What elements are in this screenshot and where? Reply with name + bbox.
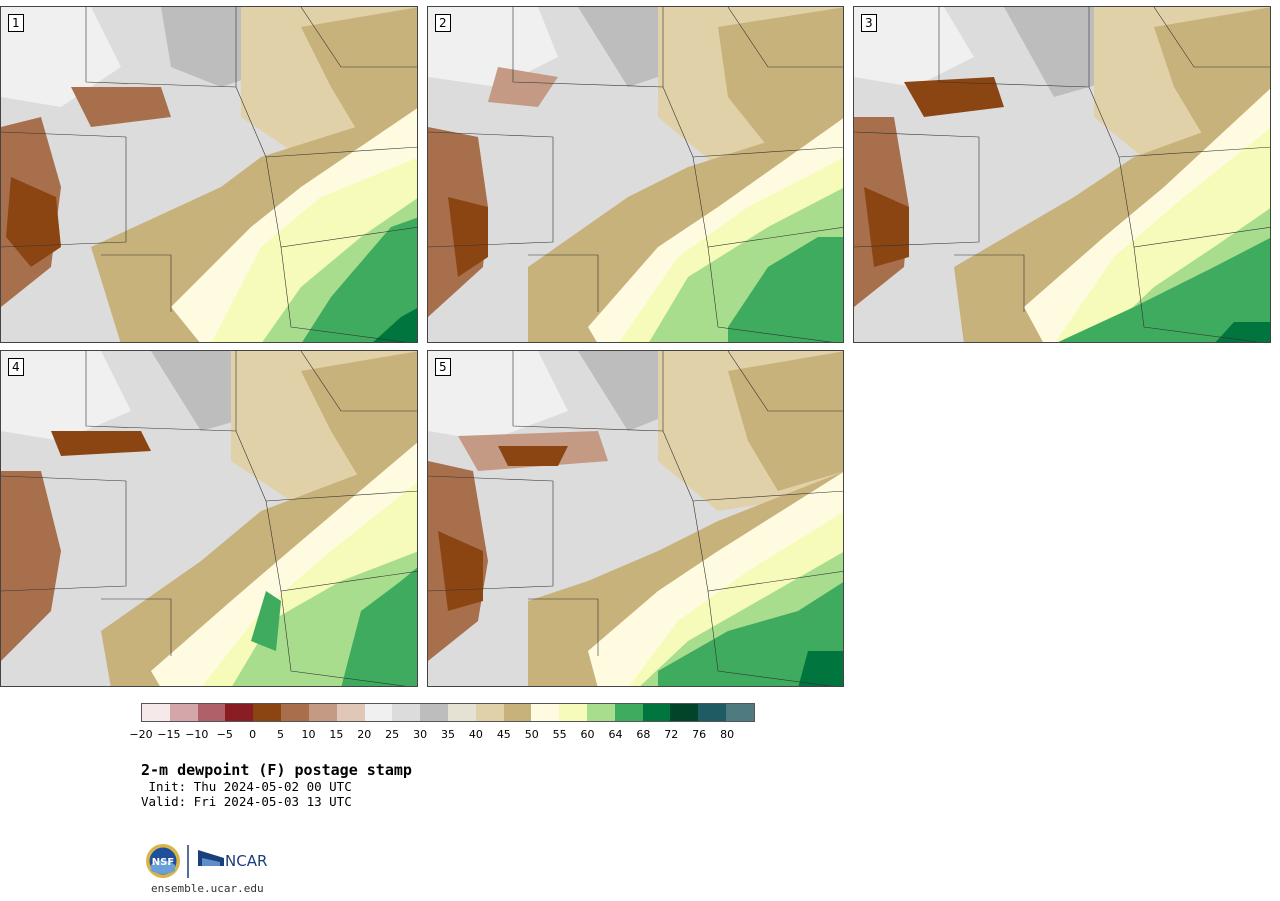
colorbar-tick-labels: −20 −15 −10 −5 0 5 10 15 20 25 30 35 40 45 50 55 60 64 68 7…	[129, 728, 755, 742]
colorbar-tick-label: 40	[468, 728, 483, 741]
colorbar-cell	[475, 704, 504, 721]
colorbar-cell	[698, 704, 727, 721]
colorbar-tick-label: 60	[580, 728, 595, 741]
colorbar-tick-label: 50	[524, 728, 539, 741]
colorbar-cell	[503, 704, 532, 721]
colorbar-tick-label: −5	[216, 728, 233, 741]
panel-number-label: 1	[8, 14, 24, 32]
colorbar-tick-label: 35	[441, 728, 455, 741]
map-panel-4: 4	[0, 350, 418, 687]
dewpoint-map	[854, 7, 1270, 342]
colorbar-tick-label: −10	[185, 728, 209, 741]
colorbar-cell	[364, 704, 393, 721]
colorbar-tick-label: 76	[692, 728, 707, 741]
figure-title: 2-m dewpoint (F) postage stamp	[141, 761, 412, 779]
colorbar-cell	[142, 704, 170, 721]
dewpoint-map	[1, 351, 417, 686]
colorbar-tick-label: 72	[664, 728, 679, 741]
map-panel-2: 2	[427, 6, 844, 343]
colorbar-tick-label: −20	[129, 728, 153, 741]
colorbar-cell	[392, 704, 421, 721]
colorbar-cell	[308, 704, 337, 721]
colorbar-tick-label: 80	[720, 728, 735, 741]
nsf-ncar-logo: NSF NCAR	[146, 844, 267, 878]
colorbar-cell	[614, 704, 643, 721]
panel-number-label: 3	[861, 14, 877, 32]
panel-number-label: 2	[435, 14, 451, 32]
website-url: ensemble.ucar.edu	[151, 882, 264, 895]
colorbar-tick-label: 64	[608, 728, 623, 741]
svg-text:NCAR: NCAR	[225, 852, 267, 870]
map-panel-5: 5	[427, 350, 844, 687]
colorbar-cell	[670, 704, 699, 721]
colorbar-tick-label: 5	[277, 728, 285, 741]
colorbar-tick-label: 30	[413, 728, 428, 741]
panel-number-label: 5	[435, 358, 451, 376]
logos: NSF NCAR	[144, 842, 284, 882]
colorbar-cell	[531, 704, 560, 721]
colorbar-tick-label: 68	[636, 728, 651, 741]
colorbar-tick-label: 45	[496, 728, 511, 741]
colorbar-cell	[726, 704, 754, 721]
colorbar-cell	[559, 704, 587, 721]
panel-number-label: 4	[8, 358, 24, 376]
dewpoint-map	[1, 7, 417, 342]
dewpoint-map	[428, 7, 843, 342]
colorbar-cell	[336, 704, 365, 721]
colorbar-cell	[169, 704, 198, 721]
colorbar-tick-label: 0	[249, 728, 257, 741]
map-panel-1: 1	[0, 6, 418, 343]
nsf-logo-icon: NSF	[146, 844, 180, 878]
colorbar-cell	[447, 704, 476, 721]
dewpoint-map	[428, 351, 843, 686]
colorbar-cell	[253, 704, 282, 721]
colorbar-tick-label: 25	[385, 728, 400, 741]
svg-text:NSF: NSF	[152, 857, 174, 868]
map-panel-3: 3	[853, 6, 1271, 343]
colorbar-tick-label: 55	[552, 728, 567, 741]
colorbar-tick-label: −15	[157, 728, 181, 741]
colorbar-cell	[225, 704, 254, 721]
colorbar-tick-label: 10	[301, 728, 316, 741]
colorbar-cell	[197, 704, 226, 721]
colorbar-tick-label: 20	[357, 728, 372, 741]
dewpoint-colorbar	[141, 703, 755, 722]
colorbar-tick-label: 15	[329, 728, 344, 741]
colorbar-cell	[420, 704, 448, 721]
ncar-logo-icon: NCAR	[198, 850, 267, 870]
valid-time: Valid: Fri 2024-05-03 13 UTC	[141, 794, 352, 809]
init-time: Init: Thu 2024-05-02 00 UTC	[141, 779, 352, 794]
colorbar-cell	[642, 704, 671, 721]
colorbar-cell	[281, 704, 309, 721]
colorbar-cell	[587, 704, 615, 721]
